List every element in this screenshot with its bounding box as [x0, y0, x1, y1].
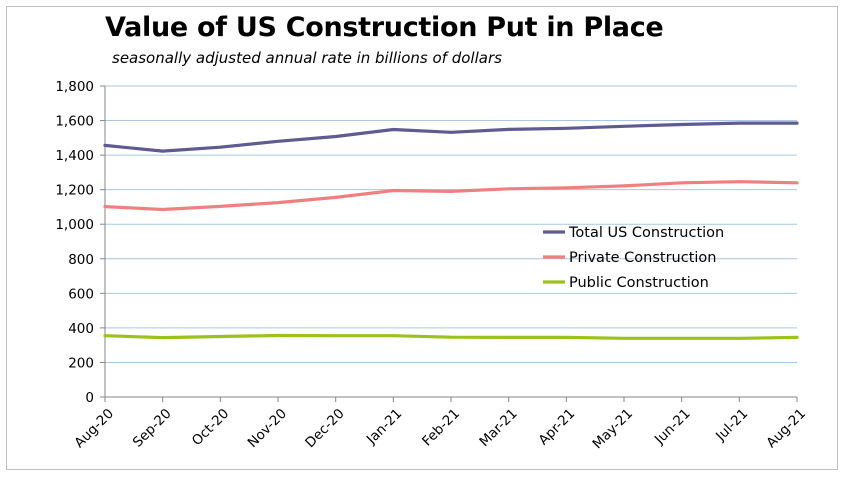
x-tick-label: Apr-21 — [536, 406, 579, 449]
series-line-2 — [103, 180, 799, 212]
x-tick-label: Dec-20 — [302, 406, 347, 451]
gridlines — [105, 85, 797, 363]
y-tick-label: 1,400 — [55, 148, 94, 164]
y-tick-label: 200 — [68, 355, 94, 371]
legend-label-1: Total US Construction — [568, 225, 724, 241]
x-tick-label: Jun-21 — [651, 406, 694, 449]
x-tick-label: Nov-20 — [245, 406, 290, 451]
series-line-1 — [103, 121, 799, 153]
x-tick-label: Aug-21 — [763, 406, 809, 452]
y-axis-ticks: 0 200 400 600 800 1,000 1,200 1,400 1,600 1,800 — [55, 79, 94, 406]
chart-frame — [6, 6, 838, 470]
chart-title: Value of US Construction Put in Place — [105, 12, 664, 43]
y-tick-label: 800 — [68, 252, 94, 268]
x-tick-label: Feb-21 — [419, 406, 463, 450]
x-tick-label: Sep-20 — [130, 406, 175, 451]
legend-label-3: Public Construction — [569, 275, 709, 291]
x-tick-label: Aug-20 — [71, 406, 117, 452]
y-tick-label: 0 — [85, 390, 94, 406]
y-tick-label: 1,200 — [55, 183, 94, 199]
x-tick-label: Mar-21 — [476, 406, 520, 450]
x-tick-label: Jan-21 — [363, 406, 405, 448]
x-tick-label: Oct-20 — [189, 406, 232, 449]
y-tick-label: 400 — [68, 321, 94, 337]
x-tick-label: May-21 — [590, 406, 636, 452]
x-tick-label: Jul-21 — [712, 406, 751, 445]
legend-label-2: Private Construction — [569, 250, 717, 266]
series-line-3 — [103, 333, 799, 340]
axes — [100, 85, 798, 402]
x-axis-ticks: Aug-20 Sep-20 Oct-20 Nov-20 Dec-20 Jan-21 Feb-… — [71, 406, 809, 452]
y-tick-label: 1,000 — [55, 217, 94, 233]
y-tick-label: 1,800 — [55, 79, 94, 95]
y-tick-label: 600 — [68, 286, 94, 302]
series-lines — [103, 121, 799, 340]
chart-subtitle: seasonally adjusted annual rate in billi… — [112, 49, 502, 67]
legend: Total US Construction Private Constructio… — [543, 225, 724, 291]
y-tick-label: 1,600 — [55, 114, 94, 130]
